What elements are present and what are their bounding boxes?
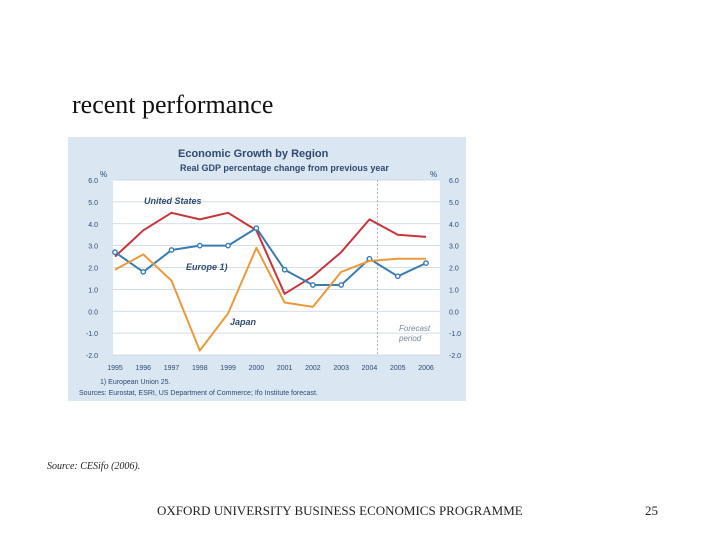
source-note: Source: CESifo (2006). bbox=[47, 461, 141, 472]
y-tick-label-right: 0.0 bbox=[449, 309, 459, 316]
x-tick-label: 2000 bbox=[249, 365, 265, 372]
y-tick-label-left: 2.0 bbox=[88, 266, 98, 273]
chart-title: Economic Growth by Region bbox=[178, 148, 329, 160]
data-point bbox=[423, 260, 429, 267]
x-tick-label: 1996 bbox=[135, 365, 151, 372]
y-tick-label-right: 3.0 bbox=[449, 244, 459, 251]
y-tick-label-right: -2.0 bbox=[449, 353, 461, 360]
x-tick-label: 1998 bbox=[192, 365, 208, 372]
slide-title: recent performance bbox=[72, 90, 274, 119]
forecast-label-line2: period bbox=[398, 334, 422, 343]
data-point bbox=[253, 225, 260, 232]
line-chart: Economic Growth by Region Real GDP perce… bbox=[79, 148, 461, 397]
series-label-united-states: United States bbox=[144, 196, 202, 206]
footer-text: OXFORD UNIVERSITY BUSINESS ECONOMICS PRO… bbox=[157, 503, 523, 518]
y-tick-label-right: 2.0 bbox=[449, 266, 459, 273]
chart-sources: Sources: Eurostat, ESRI, US Department o… bbox=[79, 390, 318, 397]
y-tick-label-left: 0.0 bbox=[88, 309, 98, 316]
data-point bbox=[394, 273, 401, 280]
y-tick-label-right: -1.0 bbox=[449, 331, 461, 338]
x-tick-label: 2001 bbox=[277, 365, 293, 372]
y-tick-label-right: 1.0 bbox=[449, 287, 459, 294]
series-line-japan bbox=[114, 246, 426, 352]
data-point bbox=[338, 282, 345, 288]
data-point bbox=[310, 282, 316, 288]
x-tick-label: 1995 bbox=[107, 365, 123, 372]
x-tick-label: 1999 bbox=[220, 365, 236, 372]
x-tick-label: 1997 bbox=[164, 365, 180, 372]
unit-left: % bbox=[100, 170, 107, 179]
series-line-europe bbox=[114, 227, 427, 286]
x-tick-label: 2006 bbox=[418, 365, 434, 372]
y-tick-label-left: 3.0 bbox=[88, 244, 98, 251]
x-tick-label: 2005 bbox=[390, 365, 406, 372]
data-point bbox=[112, 249, 118, 256]
forecast-label-line1: Forecast bbox=[399, 324, 431, 333]
x-tick-label: 2004 bbox=[362, 365, 378, 372]
y-tick-label-left: 6.0 bbox=[88, 178, 98, 185]
data-point bbox=[225, 242, 231, 249]
x-tick-label: 2002 bbox=[305, 365, 321, 372]
chart-figure: Economic Growth by Region Real GDP perce… bbox=[68, 137, 466, 401]
x-tick-label: 2003 bbox=[333, 365, 349, 372]
data-point bbox=[196, 242, 203, 249]
y-tick-label-right: 6.0 bbox=[449, 178, 459, 185]
data-point bbox=[168, 247, 175, 253]
page-number: 25 bbox=[645, 503, 658, 518]
y-tick-label-left: 4.0 bbox=[88, 222, 98, 229]
chart-subtitle: Real GDP percentage change from previous… bbox=[180, 163, 389, 173]
series-line-united-states bbox=[114, 211, 427, 295]
chart-footnote: 1) European Union 25. bbox=[100, 379, 170, 386]
y-tick-label-right: 5.0 bbox=[449, 200, 459, 207]
y-tick-label-left: -1.0 bbox=[86, 331, 98, 338]
unit-right: % bbox=[430, 170, 437, 179]
y-tick-label-right: 4.0 bbox=[449, 222, 459, 229]
y-tick-label-left: 5.0 bbox=[88, 200, 98, 207]
data-point bbox=[281, 266, 288, 273]
series-label-japan: Japan bbox=[230, 317, 257, 327]
series-label-europe: Europe 1) bbox=[186, 262, 228, 272]
y-tick-label-left: -2.0 bbox=[86, 353, 98, 360]
y-tick-label-left: 1.0 bbox=[88, 287, 98, 294]
data-point bbox=[140, 268, 147, 275]
